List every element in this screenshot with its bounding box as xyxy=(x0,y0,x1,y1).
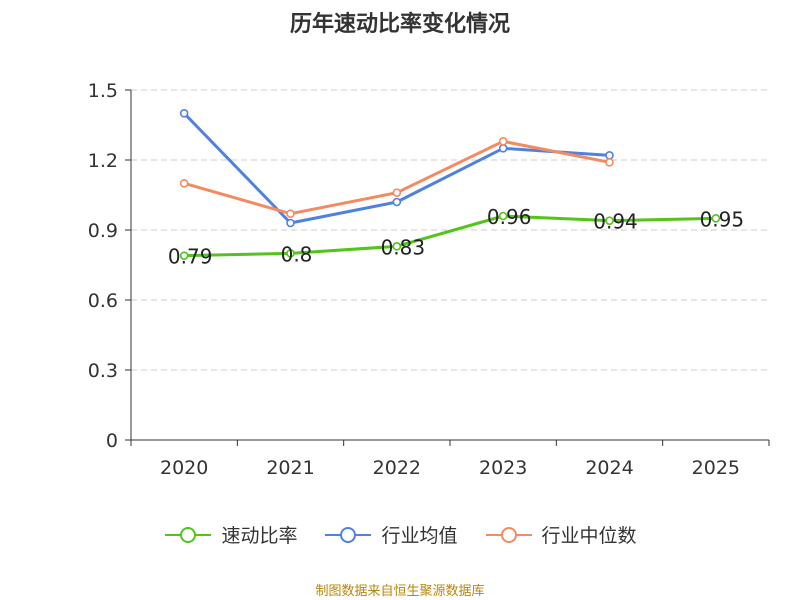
y-tick-label: 0.3 xyxy=(88,360,118,382)
data-point-0 xyxy=(711,214,721,223)
data-label: 0.96 xyxy=(487,205,532,229)
source-footer: 制图数据来自恒生聚源数据库 xyxy=(315,584,485,599)
data-point-1 xyxy=(286,218,295,228)
data-point-2 xyxy=(286,209,295,218)
series-line-1 xyxy=(183,112,610,225)
legend: 速动比率 行业均值 行业中位数 xyxy=(0,521,800,548)
data-label-layer: 0.79 0.8 0.83 0.96 0.94 0.95 xyxy=(168,205,744,269)
y-tick-label: 0 xyxy=(106,430,118,452)
legend-swatch-quick-ratio-icon xyxy=(165,526,212,543)
y-tick-label: 0.6 xyxy=(88,290,118,312)
x-tick-label: 2021 xyxy=(266,457,314,479)
x-tick-label: 2025 xyxy=(692,457,740,479)
y-tick-label: 1.2 xyxy=(88,150,118,172)
legend-item-industry-mean[interactable]: 行业均值 xyxy=(323,521,458,548)
data-point-0 xyxy=(179,251,189,260)
legend-item-industry-median[interactable]: 行业中位数 xyxy=(484,521,637,548)
data-point-1 xyxy=(605,151,614,160)
data-label: 0.95 xyxy=(700,207,745,231)
data-point-2 xyxy=(605,158,614,167)
y-tick-label: 1.5 xyxy=(88,80,118,102)
data-point-0 xyxy=(392,242,402,251)
data-point-2 xyxy=(179,179,189,188)
data-point-0 xyxy=(286,249,295,258)
series-line-0 xyxy=(184,214,716,258)
data-point-1 xyxy=(179,109,189,118)
data-point-2 xyxy=(392,188,402,197)
legend-label-quick-ratio: 速动比率 xyxy=(221,525,298,547)
data-point-0 xyxy=(605,216,614,225)
y-tick-label: 0.9 xyxy=(88,220,118,242)
legend-label-industry-median: 行业中位数 xyxy=(541,525,637,547)
data-point-1 xyxy=(498,144,508,153)
data-label: 0.79 xyxy=(168,245,213,269)
legend-item-quick-ratio[interactable]: 速动比率 xyxy=(163,521,297,548)
data-point-1 xyxy=(392,197,402,207)
data-point-2 xyxy=(498,137,508,146)
x-tick-label: 2023 xyxy=(479,457,527,479)
data-label: 0.8 xyxy=(281,242,313,266)
data-label: 0.94 xyxy=(593,210,638,234)
data-point-0 xyxy=(498,211,508,221)
data-label: 0.83 xyxy=(381,235,426,259)
x-tick-label: 2024 xyxy=(585,457,633,479)
chart-title: 历年速动比率变化情况 xyxy=(289,12,510,37)
x-tick-label: 2020 xyxy=(160,457,208,479)
x-tick-label: 2022 xyxy=(373,457,421,479)
legend-label-industry-mean: 行业均值 xyxy=(381,525,458,547)
series-layer xyxy=(179,109,721,260)
legend-swatch-industry-median-icon xyxy=(485,526,532,543)
grid-layer xyxy=(131,89,769,371)
axis-layer: 0 0.3 0.6 0.9 1.2 1.5 2020 2021 2022 2023 2024 2025 xyxy=(88,80,770,479)
legend-swatch-industry-mean-icon xyxy=(325,526,372,543)
